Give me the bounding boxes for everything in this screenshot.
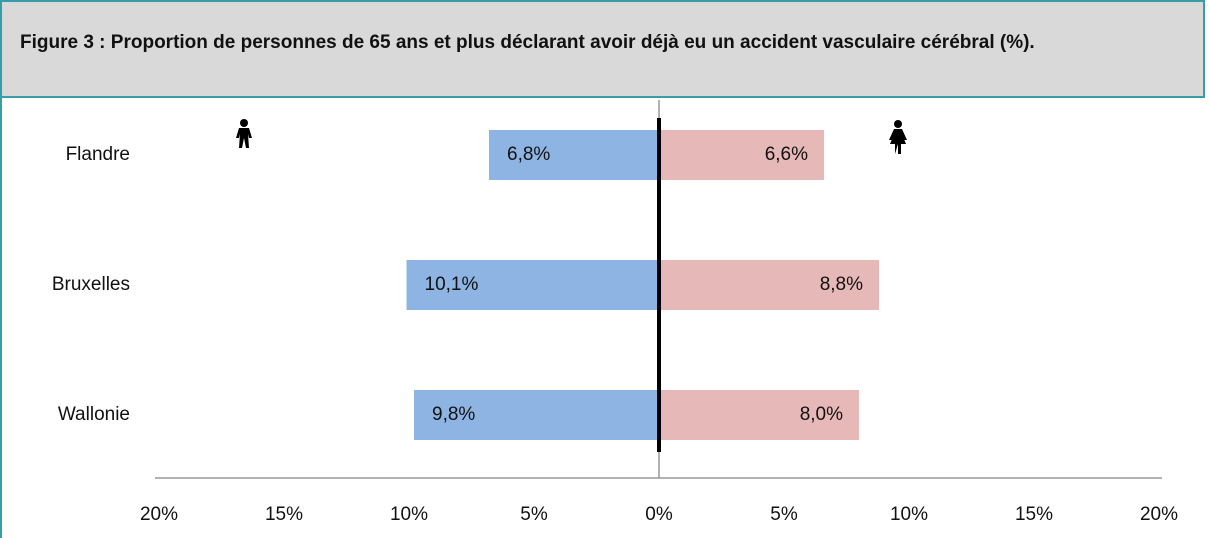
- bar: [489, 130, 659, 180]
- female-icon: [889, 120, 907, 154]
- x-tick-label: 0%: [645, 504, 673, 525]
- category-label: Flandre: [66, 144, 130, 165]
- bar: [659, 390, 859, 440]
- x-tick-label: 10%: [890, 504, 928, 525]
- x-tick-label: 15%: [265, 504, 303, 525]
- x-tick-label: 5%: [520, 504, 548, 525]
- header: Figure 3 : Proportion de personnes de 65…: [0, 0, 1205, 98]
- value-label: 10,1%: [425, 274, 479, 295]
- x-tick-label: 5%: [770, 504, 798, 525]
- x-tick-label: 10%: [390, 504, 428, 525]
- value-label: 8,8%: [820, 274, 863, 295]
- x-tick-label: 15%: [1015, 504, 1053, 525]
- chart-title: Figure 3 : Proportion de personnes de 65…: [20, 32, 1035, 53]
- bar: [659, 130, 824, 180]
- x-tick-label: 20%: [1140, 504, 1178, 525]
- value-label: 6,6%: [765, 144, 808, 165]
- bar: [414, 390, 659, 440]
- value-label: 9,8%: [432, 404, 475, 425]
- male-icon: [236, 119, 252, 148]
- bar: [406, 260, 659, 310]
- category-label: Wallonie: [58, 404, 130, 425]
- category-label: Bruxelles: [52, 274, 130, 295]
- x-tick-label: 20%: [140, 504, 178, 525]
- border: [0, 98, 2, 538]
- value-label: 8,0%: [800, 404, 843, 425]
- bar: [659, 260, 879, 310]
- value-label: 6,8%: [507, 144, 550, 165]
